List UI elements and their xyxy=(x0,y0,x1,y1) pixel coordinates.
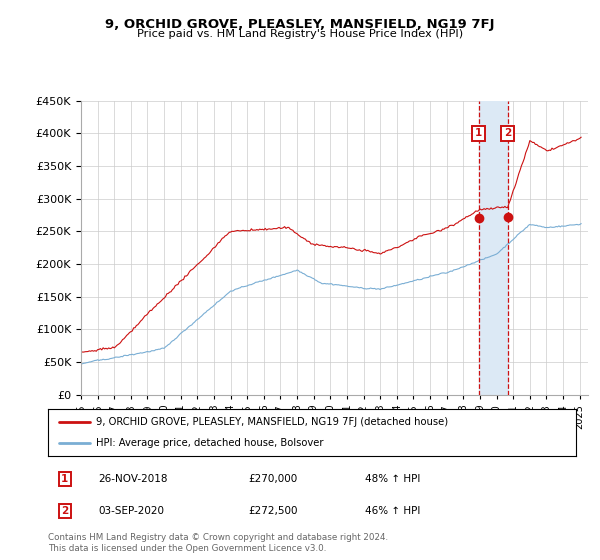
Bar xyxy=(479,101,508,395)
Text: Contains HM Land Registry data © Crown copyright and database right 2024.
This d: Contains HM Land Registry data © Crown c… xyxy=(48,533,388,553)
Text: Price paid vs. HM Land Registry's House Price Index (HPI): Price paid vs. HM Land Registry's House … xyxy=(137,29,463,39)
Text: 03-SEP-2020: 03-SEP-2020 xyxy=(98,506,164,516)
Text: 46% ↑ HPI: 46% ↑ HPI xyxy=(365,506,420,516)
Text: 9, ORCHID GROVE, PLEASLEY, MANSFIELD, NG19 7FJ (detached house): 9, ORCHID GROVE, PLEASLEY, MANSFIELD, NG… xyxy=(95,417,448,427)
Text: HPI: Average price, detached house, Bolsover: HPI: Average price, detached house, Bols… xyxy=(95,438,323,448)
Text: £270,000: £270,000 xyxy=(248,474,298,484)
Text: 1: 1 xyxy=(475,128,482,138)
Text: 48% ↑ HPI: 48% ↑ HPI xyxy=(365,474,420,484)
Text: £272,500: £272,500 xyxy=(248,506,298,516)
Text: 26-NOV-2018: 26-NOV-2018 xyxy=(98,474,167,484)
Text: 9, ORCHID GROVE, PLEASLEY, MANSFIELD, NG19 7FJ: 9, ORCHID GROVE, PLEASLEY, MANSFIELD, NG… xyxy=(105,18,495,31)
Text: 2: 2 xyxy=(504,128,511,138)
Text: 1: 1 xyxy=(61,474,68,484)
Text: 2: 2 xyxy=(61,506,68,516)
